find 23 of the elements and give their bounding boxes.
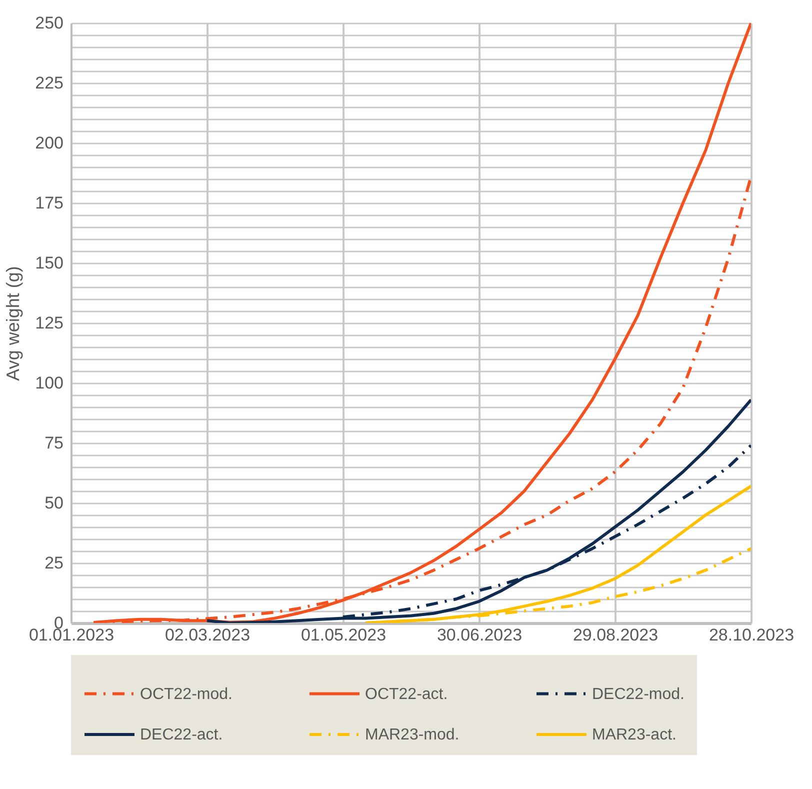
legend-label: MAR23-act.	[592, 726, 676, 744]
y-tick-label: 225	[35, 74, 64, 92]
legend-label: MAR23-mod.	[365, 726, 460, 744]
line-series	[206, 398, 751, 623]
legend-label: OCT22-mod.	[140, 686, 232, 703]
y-tick-label: 150	[35, 254, 64, 272]
y-tick-label: 250	[35, 14, 64, 32]
x-tick-label: 28.10.2023	[708, 626, 794, 644]
x-tick-label: 29.08.2023	[572, 626, 658, 644]
x-tick-label: 01.05.2023	[300, 626, 386, 644]
y-tick-label: 75	[44, 434, 64, 452]
legend-label: DEC22-act.	[140, 726, 223, 744]
y-tick-label: 175	[35, 194, 64, 212]
y-axis-title: Avg weight (g)	[3, 266, 24, 381]
y-tick-label: 25	[44, 554, 64, 572]
legend-label: OCT22-act.	[365, 686, 448, 703]
y-tick-label: 50	[44, 494, 64, 512]
y-tick-label: 200	[35, 134, 64, 152]
y-tick-label: 125	[35, 314, 64, 332]
x-tick-label: 02.03.2023	[164, 626, 250, 644]
x-tick-label: 30.06.2023	[436, 626, 522, 644]
legend-label: DEC22-mod.	[592, 686, 684, 703]
y-tick-label: 100	[35, 374, 64, 392]
